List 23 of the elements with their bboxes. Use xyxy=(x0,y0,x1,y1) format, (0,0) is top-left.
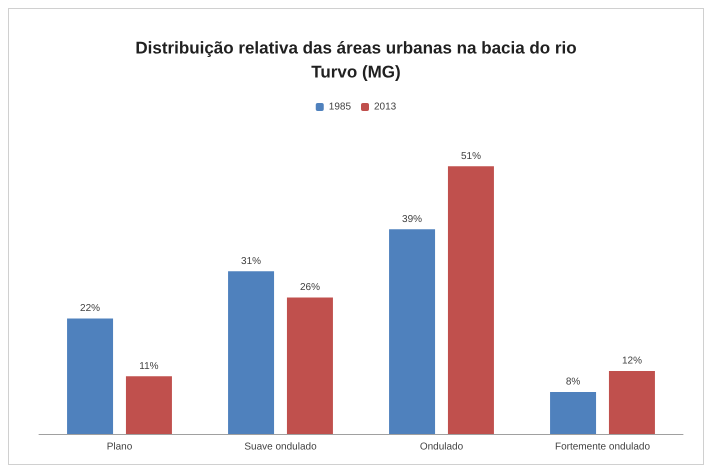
data-label: 51% xyxy=(460,150,482,162)
x-tick-label: Ondulado xyxy=(420,442,464,452)
bar xyxy=(228,271,274,434)
bar xyxy=(389,229,436,434)
chart-title: Distribuição relativa das áreas urbanas na bacia do rio Turvo (MG) xyxy=(135,38,577,82)
bar xyxy=(608,371,655,434)
bar xyxy=(448,166,494,434)
data-label: 22% xyxy=(80,303,100,314)
x-tick-label: Suave ondulado xyxy=(244,442,318,452)
data-label: 39% xyxy=(402,214,422,225)
bar xyxy=(126,376,172,434)
legend-label: 2013 xyxy=(374,102,397,112)
data-label: 11% xyxy=(139,360,159,372)
bar xyxy=(286,298,333,434)
data-label: 26% xyxy=(300,282,320,293)
x-tick-label: Fortemente ondulado xyxy=(554,442,650,452)
data-label: 8% xyxy=(566,376,580,388)
data-label: 12% xyxy=(622,356,642,366)
data-label: 31% xyxy=(241,256,262,267)
bar xyxy=(67,318,114,434)
x-tick-label: Plano xyxy=(106,442,133,452)
legend-label: 1985 xyxy=(328,102,352,112)
bar xyxy=(550,392,596,434)
